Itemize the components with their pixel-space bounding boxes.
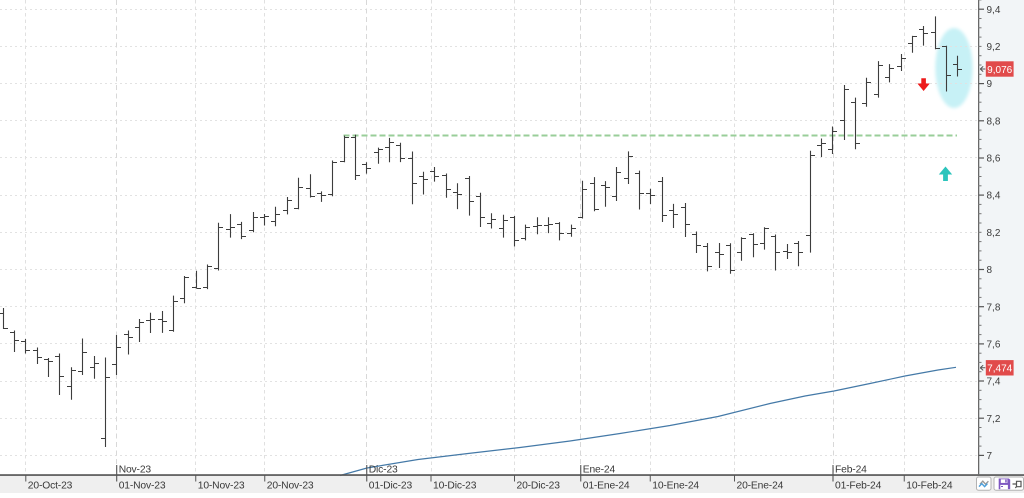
svg-text:Ene-24: Ene-24 [583,464,616,475]
svg-text:Dic-23: Dic-23 [369,464,398,475]
svg-text:20-Oct-23: 20-Oct-23 [28,481,73,492]
svg-text:9,2: 9,2 [987,42,1001,53]
svg-text:20-Ene-24: 20-Ene-24 [737,481,784,492]
svg-text:Feb-24: Feb-24 [835,464,867,475]
svg-text:9,076: 9,076 [987,65,1012,76]
svg-text:Nov-23: Nov-23 [119,464,152,475]
svg-text:7,8: 7,8 [987,302,1001,313]
svg-text:01-Ene-24: 01-Ene-24 [583,481,630,492]
svg-text:10-Dic-23: 10-Dic-23 [433,481,477,492]
svg-text:10-Ene-24: 10-Ene-24 [652,481,699,492]
svg-text:01-Feb-24: 01-Feb-24 [835,481,882,492]
svg-text:10-Nov-23: 10-Nov-23 [198,481,245,492]
svg-text:01-Dic-23: 01-Dic-23 [369,481,413,492]
svg-text:7: 7 [987,451,993,462]
svg-text:20-Nov-23: 20-Nov-23 [267,481,314,492]
svg-text:20-Dic-23: 20-Dic-23 [517,481,561,492]
svg-text:8,6: 8,6 [987,154,1001,165]
svg-text:7,2: 7,2 [987,414,1001,425]
svg-text:8,2: 8,2 [987,228,1001,239]
svg-text:7,4: 7,4 [987,377,1001,388]
svg-text:10-Feb-24: 10-Feb-24 [906,481,953,492]
svg-text:9,4: 9,4 [987,5,1001,16]
svg-text:7,6: 7,6 [987,340,1001,351]
svg-text:8: 8 [987,265,993,276]
svg-text:8,8: 8,8 [987,116,1001,127]
svg-text:8,4: 8,4 [987,191,1001,202]
svg-text:9: 9 [987,79,993,90]
svg-text:7,474: 7,474 [987,364,1012,375]
svg-text:01-Nov-23: 01-Nov-23 [119,481,166,492]
